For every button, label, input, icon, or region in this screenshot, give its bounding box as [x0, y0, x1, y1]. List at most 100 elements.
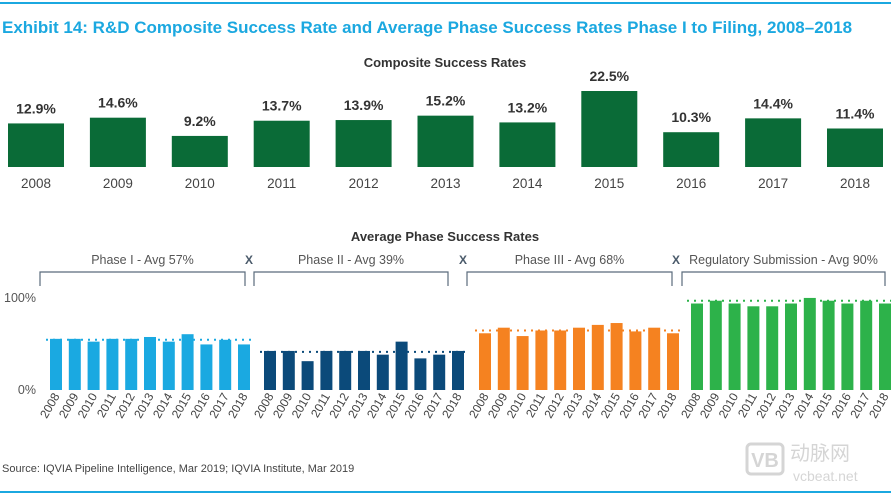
phase-bracket: [39, 271, 246, 286]
phase-bar-2012: [766, 306, 779, 390]
phase-bar-2009: [497, 327, 510, 390]
phase-bar-2012: [554, 330, 567, 390]
composite-year-label: 2012: [349, 176, 379, 191]
composite-data-label: 14.6%: [98, 95, 138, 111]
phase-bar-2008: [50, 338, 62, 390]
phase-bar-2015: [181, 334, 194, 390]
composite-year-label: 2009: [103, 176, 133, 191]
phase-bar-2011: [106, 338, 119, 390]
phase-bar-2018: [452, 350, 464, 390]
composite-data-label: 11.4%: [836, 105, 875, 121]
composite-data-label: 9.2%: [184, 113, 216, 129]
phase-chart-title: Average Phase Success Rates: [351, 229, 539, 244]
multiply-symbol: X: [245, 253, 253, 267]
phase-bar-2013: [358, 350, 370, 390]
composite-data-label: 13.7%: [262, 98, 302, 114]
phase-bar-2016: [200, 344, 213, 390]
phase-year-label: 2010: [289, 390, 315, 420]
composite-year-label: 2014: [512, 176, 543, 191]
phase-bar-2009: [709, 300, 722, 390]
composite-year-label: 2013: [430, 176, 460, 191]
phase-bar-2008: [264, 350, 276, 390]
phase-bar-2009: [68, 338, 81, 390]
phase-bar-2010: [516, 336, 529, 390]
phase-bar-2014: [803, 297, 816, 390]
composite-bar-2009: [89, 117, 146, 167]
phase-label: Phase III - Avg 68%: [515, 253, 625, 267]
phase-bar-2015: [822, 300, 835, 390]
composite-bar-2014: [499, 122, 556, 167]
composite-year-label: 2016: [676, 176, 706, 191]
phase-bar-2008: [479, 333, 491, 390]
phase-bracket: [681, 271, 886, 286]
composite-bar-2010: [171, 135, 228, 167]
phase-bar-2017: [219, 339, 232, 390]
phase-bar-2018: [879, 303, 891, 390]
phase-year-label: 2018: [439, 390, 465, 420]
phase-label: Phase II - Avg 39%: [298, 253, 404, 267]
phase-bar-2016: [629, 331, 642, 390]
composite-year-label: 2010: [185, 176, 215, 191]
phase-bar-2014: [591, 324, 604, 390]
composite-year-label: 2011: [267, 176, 296, 191]
phase-bar-2013: [144, 336, 156, 390]
watermark-url: vcbeat.net: [793, 468, 858, 484]
phase-bar-2018: [667, 333, 679, 390]
watermark-text: 动脉网: [790, 442, 850, 465]
y-tick-100: 100%: [4, 291, 36, 305]
multiply-symbol: X: [459, 253, 467, 267]
phase-bar-2010: [728, 303, 741, 390]
phase-bar-2018: [238, 344, 250, 390]
watermark-logo: VB 动脉网 vcbeat.net: [745, 442, 858, 484]
composite-bar-2008: [8, 123, 64, 167]
phase-label: Phase I - Avg 57%: [91, 253, 194, 267]
phase-bar-2014: [162, 341, 175, 390]
composite-chart-title: Composite Success Rates: [364, 55, 527, 70]
composite-bar-2011: [253, 120, 310, 167]
phase-bar-2016: [414, 358, 427, 390]
composite-data-label: 12.9%: [16, 100, 56, 116]
phase-year-label: 2010: [75, 390, 101, 420]
composite-data-label: 10.3%: [671, 109, 711, 125]
phase-bar-2013: [573, 327, 585, 390]
composite-data-label: 15.2%: [426, 93, 466, 109]
composite-bar-2013: [417, 115, 474, 167]
phase-bar-2009: [282, 350, 295, 390]
phase-bar-2016: [841, 303, 854, 390]
composite-year-label: 2015: [594, 176, 624, 191]
y-tick-0: 0%: [18, 383, 36, 397]
phase-bar-2013: [785, 303, 797, 390]
phase-bar-2017: [433, 354, 446, 390]
phase-bar-2017: [860, 300, 873, 390]
composite-data-label: 14.4%: [753, 95, 793, 111]
phase-bar-2011: [747, 306, 760, 390]
composite-bar-2015: [581, 91, 638, 167]
composite-data-label: 13.9%: [344, 97, 384, 113]
phase-bar-2015: [395, 341, 408, 390]
phase-bar-2015: [610, 323, 623, 390]
phase-bar-2012: [125, 338, 138, 390]
composite-year-label: 2017: [758, 176, 788, 191]
composite-data-label: 22.5%: [589, 68, 629, 84]
composite-bar-2018: [827, 128, 883, 167]
phase-bar-2011: [535, 330, 548, 390]
multiply-symbol: X: [672, 253, 680, 267]
source-note: Source: IQVIA Pipeline Intelligence, Mar…: [2, 463, 354, 475]
phase-bar-2008: [691, 303, 703, 390]
phase-year-label: 2010: [716, 390, 742, 420]
composite-bar-2016: [663, 132, 720, 167]
svg-text:VB: VB: [751, 450, 779, 472]
phase-bar-2011: [320, 350, 333, 390]
phase-bar-2010: [301, 361, 314, 390]
phase-bar-2012: [339, 350, 352, 390]
phase-year-label: 2018: [225, 390, 251, 420]
composite-year-label: 2008: [21, 176, 51, 191]
phase-year-label: 2010: [504, 390, 530, 420]
phase-bar-2017: [648, 327, 661, 390]
exhibit-title: Exhibit 14: R&D Composite Success Rate a…: [2, 18, 852, 37]
phase-bar-2014: [376, 354, 389, 390]
composite-data-label: 13.2%: [508, 99, 548, 115]
phase-bar-2010: [87, 341, 100, 390]
